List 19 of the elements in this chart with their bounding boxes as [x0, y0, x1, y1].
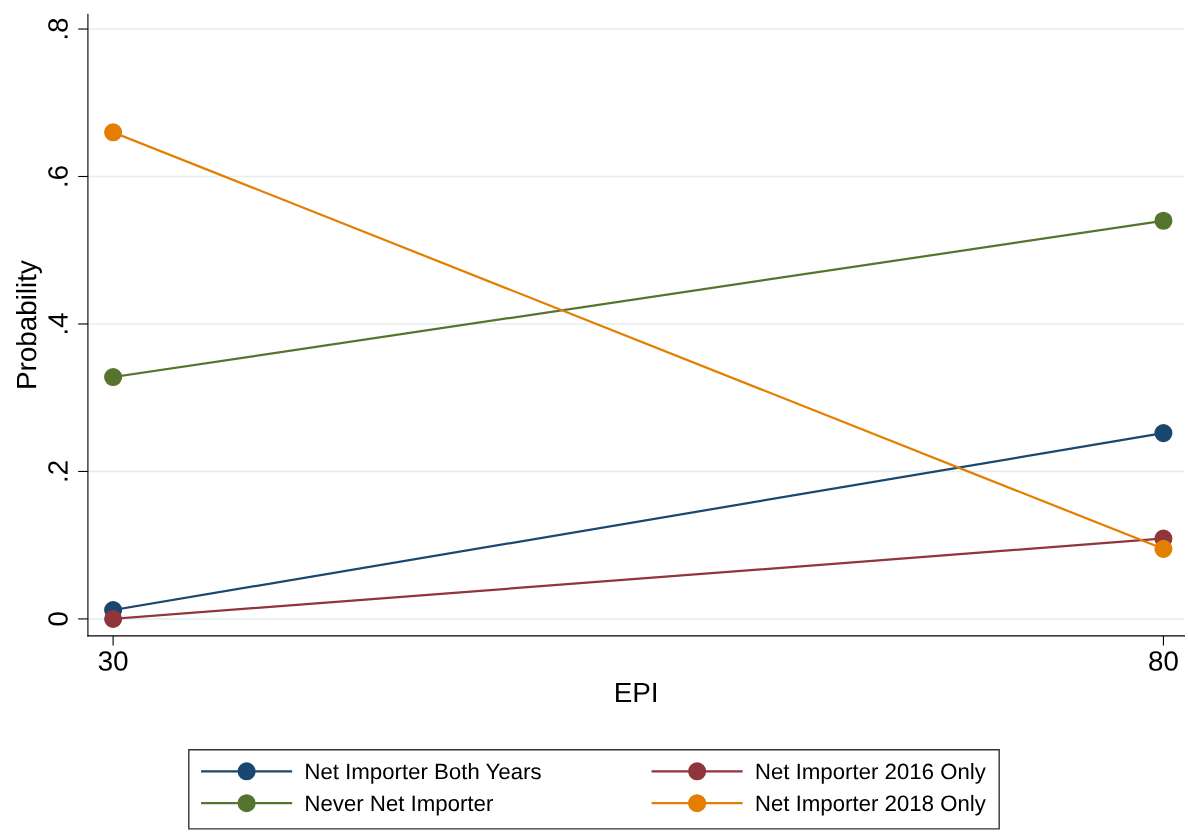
y-axis-title: Probability: [15, 260, 42, 388]
legend-label: Net Importer 2018 Only: [756, 794, 986, 816]
point: [1154, 424, 1173, 443]
y-tick-label: .4: [48, 313, 68, 334]
legend-label: Never Net Importer: [306, 795, 493, 816]
point: [1154, 539, 1173, 558]
point: [104, 123, 123, 142]
x-axis-title: EPI: [616, 682, 656, 703]
y-tick-label: 0: [48, 612, 68, 626]
x-tick-label: 30: [98, 651, 128, 671]
y-tick-label: .6: [48, 166, 68, 186]
point: [104, 368, 123, 387]
y-tick-label: .8: [48, 18, 68, 39]
point: [1154, 211, 1173, 230]
y-tick-label: .2: [48, 461, 68, 481]
legend-label: Net Importer Both Years: [306, 763, 541, 784]
point: [104, 609, 123, 628]
x-tick-label: 80: [1149, 651, 1178, 671]
legend-label: Net Importer 2016 Only: [756, 763, 986, 784]
